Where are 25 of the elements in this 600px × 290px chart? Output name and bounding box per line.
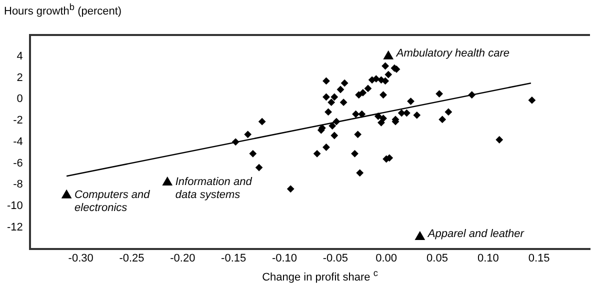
y-tick-label: 0 bbox=[16, 93, 23, 106]
y-tick-label: -6 bbox=[13, 157, 23, 170]
annotation: Ambulatory health care bbox=[395, 47, 510, 60]
x-tick-label: -0.30 bbox=[68, 252, 94, 264]
y-axis-title: Hours growth$^{b}$ (percent) bbox=[4, 2, 122, 18]
x-tick-label: -0.05 bbox=[322, 252, 348, 264]
x-tick-label: 0.00 bbox=[376, 252, 398, 264]
y-tick-label: 2 bbox=[16, 72, 23, 84]
annotation: Information and data systems bbox=[175, 176, 253, 202]
y-tick-label: -2 bbox=[13, 114, 23, 127]
y-tick-label: 4 bbox=[16, 50, 23, 62]
annotation: Apparel and leather bbox=[426, 228, 526, 240]
x-tick-label: -0.20 bbox=[170, 252, 196, 264]
x-tick-label: 0.05 bbox=[426, 252, 448, 264]
y-tick-label: -8 bbox=[13, 178, 23, 191]
x-tick-label: 0.10 bbox=[477, 252, 499, 264]
x-axis-title: Change in profit share $^{c}$ bbox=[261, 268, 379, 284]
y-tick-label: -12 bbox=[6, 221, 23, 234]
x-tick-label: -0.15 bbox=[221, 252, 246, 264]
annotation: Computers and electronics bbox=[74, 188, 151, 214]
x-tick-label: -0.25 bbox=[119, 252, 144, 264]
y-tick-label: -4 bbox=[13, 136, 23, 148]
x-tick-label: 0.15 bbox=[528, 252, 550, 264]
x-tick-label: -0.10 bbox=[272, 252, 298, 264]
y-tick-label: -10 bbox=[6, 200, 23, 212]
